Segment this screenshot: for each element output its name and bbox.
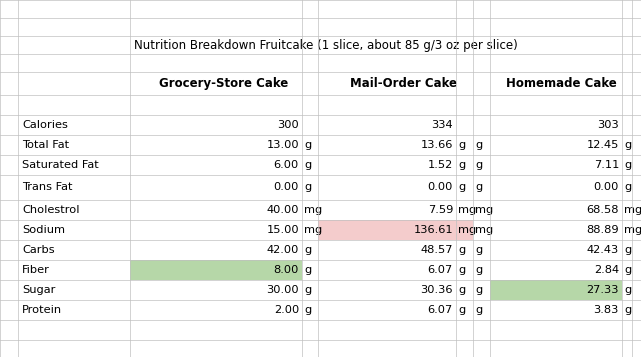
Text: g: g [624,265,631,275]
Text: g: g [304,265,312,275]
Text: g: g [624,160,631,170]
Text: 2.00: 2.00 [274,305,299,315]
Text: g: g [458,285,465,295]
Text: 300: 300 [278,120,299,130]
Text: 3.83: 3.83 [594,305,619,315]
Text: 136.61: 136.61 [413,225,453,235]
Text: Mail-Order Cake: Mail-Order Cake [351,77,458,90]
Text: g: g [475,160,482,170]
Text: mg: mg [475,205,494,215]
Text: g: g [624,245,631,255]
Text: Protein: Protein [22,305,62,315]
Text: mg: mg [624,205,641,215]
Text: g: g [475,305,482,315]
Text: 13.66: 13.66 [420,140,453,150]
Text: mg: mg [304,225,322,235]
Text: g: g [458,182,465,192]
Text: 30.00: 30.00 [267,285,299,295]
Text: Calories: Calories [22,120,68,130]
Text: g: g [304,160,312,170]
Text: 6.07: 6.07 [428,265,453,275]
Text: 7.59: 7.59 [428,205,453,215]
Bar [490,280,622,300]
Text: Saturated Fat: Saturated Fat [22,160,99,170]
Text: Fiber: Fiber [22,265,50,275]
Text: 303: 303 [597,120,619,130]
Text: Total Fat: Total Fat [22,140,69,150]
Text: g: g [304,245,312,255]
Text: 8.00: 8.00 [274,265,299,275]
Bar [130,260,302,280]
Text: 2.84: 2.84 [594,265,619,275]
Text: g: g [624,305,631,315]
Text: g: g [458,305,465,315]
Text: g: g [458,140,465,150]
Text: 6.00: 6.00 [274,160,299,170]
Text: mg: mg [624,225,641,235]
Text: 42.00: 42.00 [267,245,299,255]
Text: 48.57: 48.57 [420,245,453,255]
Text: 15.00: 15.00 [267,225,299,235]
Text: g: g [304,140,312,150]
Text: 0.00: 0.00 [594,182,619,192]
Text: 40.00: 40.00 [267,205,299,215]
Text: g: g [475,285,482,295]
Text: g: g [624,182,631,192]
Text: 88.89: 88.89 [587,225,619,235]
Text: Cholestrol: Cholestrol [22,205,79,215]
Text: Carbs: Carbs [22,245,54,255]
Text: 27.33: 27.33 [587,285,619,295]
Text: g: g [475,182,482,192]
Text: 7.11: 7.11 [594,160,619,170]
Text: 42.43: 42.43 [587,245,619,255]
Text: 13.00: 13.00 [267,140,299,150]
Text: mg: mg [458,205,476,215]
Text: 1.52: 1.52 [428,160,453,170]
Text: g: g [304,182,312,192]
Text: g: g [304,305,312,315]
Text: g: g [624,285,631,295]
Text: g: g [458,160,465,170]
Text: g: g [475,140,482,150]
Text: 68.58: 68.58 [587,205,619,215]
Text: g: g [475,245,482,255]
Text: g: g [304,285,312,295]
Text: 0.00: 0.00 [274,182,299,192]
Text: g: g [475,265,482,275]
Bar [318,220,473,240]
Text: mg: mg [304,205,322,215]
Text: 30.36: 30.36 [420,285,453,295]
Text: Sugar: Sugar [22,285,55,295]
Text: Grocery-Store Cake: Grocery-Store Cake [160,77,288,90]
Text: mg: mg [475,225,494,235]
Text: 12.45: 12.45 [587,140,619,150]
Text: 0.00: 0.00 [428,182,453,192]
Text: Trans Fat: Trans Fat [22,182,72,192]
Text: 334: 334 [431,120,453,130]
Text: 6.07: 6.07 [428,305,453,315]
Text: g: g [458,245,465,255]
Text: Nutrition Breakdown Fruitcake (1 slice, about 85 g/3 oz per slice): Nutrition Breakdown Fruitcake (1 slice, … [134,39,518,51]
Text: Homemade Cake: Homemade Cake [506,77,617,90]
Text: g: g [624,140,631,150]
Text: mg: mg [458,225,476,235]
Text: g: g [458,265,465,275]
Text: Sodium: Sodium [22,225,65,235]
